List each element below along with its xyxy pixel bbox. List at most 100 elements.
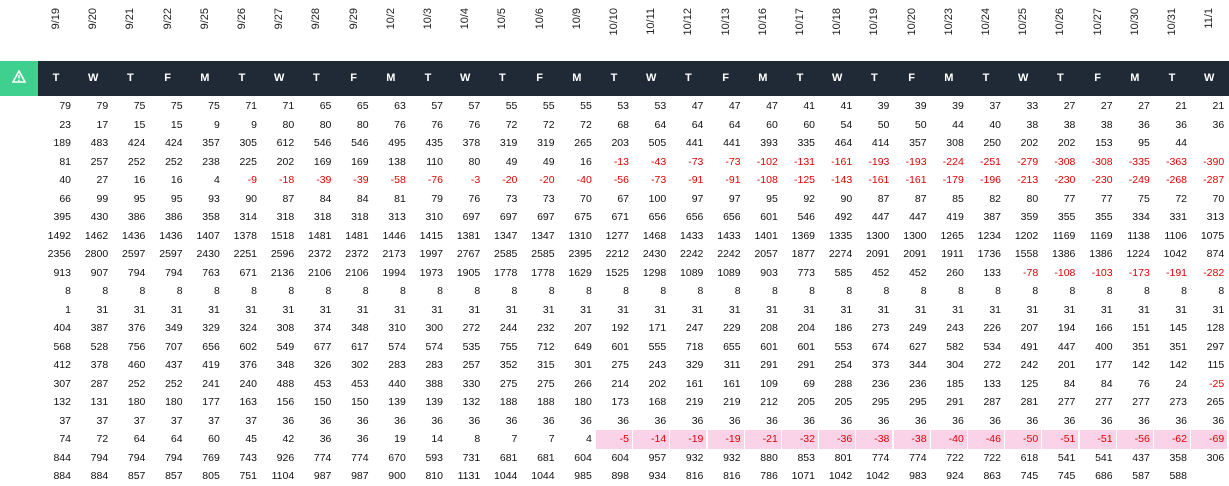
grid-cell[interactable]: -50 [1005, 430, 1042, 449]
grid-cell[interactable]: 36 [542, 414, 555, 427]
grid-cell[interactable]: -308 [1054, 155, 1076, 168]
grid-cell[interactable]: 180 [165, 396, 183, 408]
grid-cell[interactable]: 315 [537, 359, 555, 371]
grid-cell[interactable]: 334 [1132, 211, 1150, 223]
grid-cell[interactable]: 177 [1095, 359, 1113, 371]
grid-cell[interactable]: 8 [65, 285, 71, 297]
grid-cell[interactable]: 273 [1169, 396, 1187, 408]
grid-cell[interactable]: -20 [502, 174, 518, 186]
grid-cell[interactable]: 36 [356, 414, 369, 427]
grid-cell[interactable]: 1335 [828, 229, 853, 242]
grid-cell[interactable]: 9 [251, 118, 257, 131]
grid-cell[interactable]: 173 [611, 396, 629, 408]
grid-cell[interactable]: 202 [648, 377, 667, 390]
grid-cell[interactable]: 2242 [680, 248, 704, 260]
grid-cell[interactable]: 288 [834, 377, 853, 390]
grid-cell[interactable]: 177 [202, 396, 220, 408]
grid-cell[interactable]: 31 [542, 303, 555, 316]
grid-cell[interactable]: 1300 [903, 229, 927, 242]
grid-cell[interactable]: -161 [905, 174, 927, 186]
grid-cell[interactable]: 460 [127, 359, 146, 371]
grid-cell[interactable]: 1481 [345, 229, 369, 242]
grid-cell[interactable]: 1138 [1127, 229, 1150, 242]
grid-cell[interactable]: 31 [989, 303, 1001, 316]
grid-cell[interactable]: 1 [65, 303, 71, 316]
grid-cell[interactable]: 31 [133, 303, 146, 316]
grid-cell[interactable]: 84 [356, 192, 369, 205]
grid-cell[interactable]: 36 [914, 414, 927, 427]
grid-cell[interactable]: 132 [53, 396, 71, 408]
grid-cell[interactable]: 8 [623, 285, 629, 297]
grid-cell[interactable]: 957 [648, 451, 667, 464]
grid-cell[interactable]: 150 [351, 396, 369, 408]
grid-cell[interactable]: 31 [1100, 303, 1113, 316]
grid-cell[interactable]: 331 [1169, 211, 1187, 223]
grid-cell[interactable]: 236 [871, 377, 890, 390]
grid-cell[interactable]: 805 [202, 470, 220, 482]
grid-cell[interactable]: 464 [834, 137, 853, 149]
grid-cell[interactable]: 257 [90, 155, 109, 168]
grid-cell[interactable]: 41 [840, 100, 853, 112]
grid-cell[interactable]: 74 [59, 433, 71, 445]
grid-cell[interactable]: 265 [1206, 396, 1225, 408]
grid-cell[interactable]: 252 [127, 377, 146, 390]
grid-cell[interactable]: 4 [585, 433, 592, 445]
grid-cell[interactable]: 437 [165, 359, 183, 371]
grid-cell[interactable]: 424 [165, 137, 183, 149]
grid-cell[interactable]: 857 [165, 470, 183, 482]
grid-cell[interactable]: 85 [952, 192, 964, 205]
grid-cell[interactable]: 2430 [642, 248, 667, 260]
grid-cell[interactable]: 49 [542, 155, 555, 168]
grid-cell[interactable]: 751 [239, 470, 257, 482]
grid-cell[interactable]: 47 [766, 100, 778, 112]
grid-cell[interactable]: 188 [537, 396, 555, 408]
grid-cell[interactable]: 1234 [977, 229, 1001, 242]
grid-cell[interactable]: -279 [1017, 155, 1039, 168]
grid-cell[interactable]: 681 [537, 451, 555, 464]
grid-cell[interactable]: 171 [648, 322, 667, 334]
grid-cell[interactable]: 39 [877, 100, 890, 112]
grid-cell[interactable]: 132 [462, 396, 481, 408]
grid-cell[interactable]: -21 [744, 430, 781, 449]
grid-cell[interactable]: 67 [617, 192, 629, 205]
grid-cell[interactable]: 1277 [605, 229, 629, 242]
grid-cell[interactable]: 386 [165, 211, 183, 223]
grid-cell[interactable]: 281 [1020, 396, 1039, 408]
grid-cell[interactable]: 139 [388, 396, 406, 408]
grid-cell[interactable]: -224 [942, 155, 964, 168]
grid-cell[interactable]: 219 [685, 396, 704, 408]
grid-cell[interactable]: 31 [877, 303, 890, 316]
grid-cell[interactable]: 319 [499, 137, 518, 149]
grid-cell[interactable]: 36 [1175, 414, 1187, 427]
grid-cell[interactable]: 604 [574, 451, 592, 464]
grid-cell[interactable]: 73 [505, 192, 518, 205]
grid-cell[interactable]: 76 [468, 118, 481, 131]
grid-cell[interactable]: 95 [1138, 137, 1150, 149]
grid-cell[interactable]: 55 [542, 100, 555, 112]
grid-cell[interactable]: 376 [127, 322, 146, 334]
grid-cell[interactable]: 77 [1100, 192, 1113, 205]
grid-cell[interactable]: 913 [53, 266, 71, 279]
grid-cell[interactable]: 1401 [754, 229, 778, 242]
grid-cell[interactable]: 37 [245, 414, 257, 427]
grid-cell[interactable]: 275 [537, 377, 555, 390]
grid-cell[interactable]: 374 [313, 322, 332, 334]
grid-cell[interactable]: 38 [1026, 118, 1039, 131]
grid-cell[interactable]: 24 [1175, 377, 1187, 390]
grid-cell[interactable]: 301 [574, 359, 592, 371]
grid-cell[interactable]: 38 [1063, 118, 1076, 131]
grid-cell[interactable]: -62 [1154, 430, 1190, 449]
grid-cell[interactable]: 80 [282, 118, 295, 131]
grid-cell[interactable]: 49 [505, 155, 518, 168]
grid-cell[interactable]: 8 [399, 285, 406, 297]
grid-cell[interactable]: 150 [313, 396, 332, 408]
grid-cell[interactable]: 1407 [196, 229, 220, 242]
grid-cell[interactable]: 8 [474, 285, 481, 297]
grid-cell[interactable]: 31 [394, 303, 406, 316]
grid-cell[interactable]: 205 [797, 396, 815, 408]
grid-cell[interactable]: 31 [208, 303, 220, 316]
grid-cell[interactable]: 671 [611, 211, 629, 223]
grid-cell[interactable]: 36 [319, 433, 332, 445]
grid-cell[interactable]: 649 [574, 340, 592, 353]
grid-cell[interactable]: 308 [276, 322, 295, 334]
